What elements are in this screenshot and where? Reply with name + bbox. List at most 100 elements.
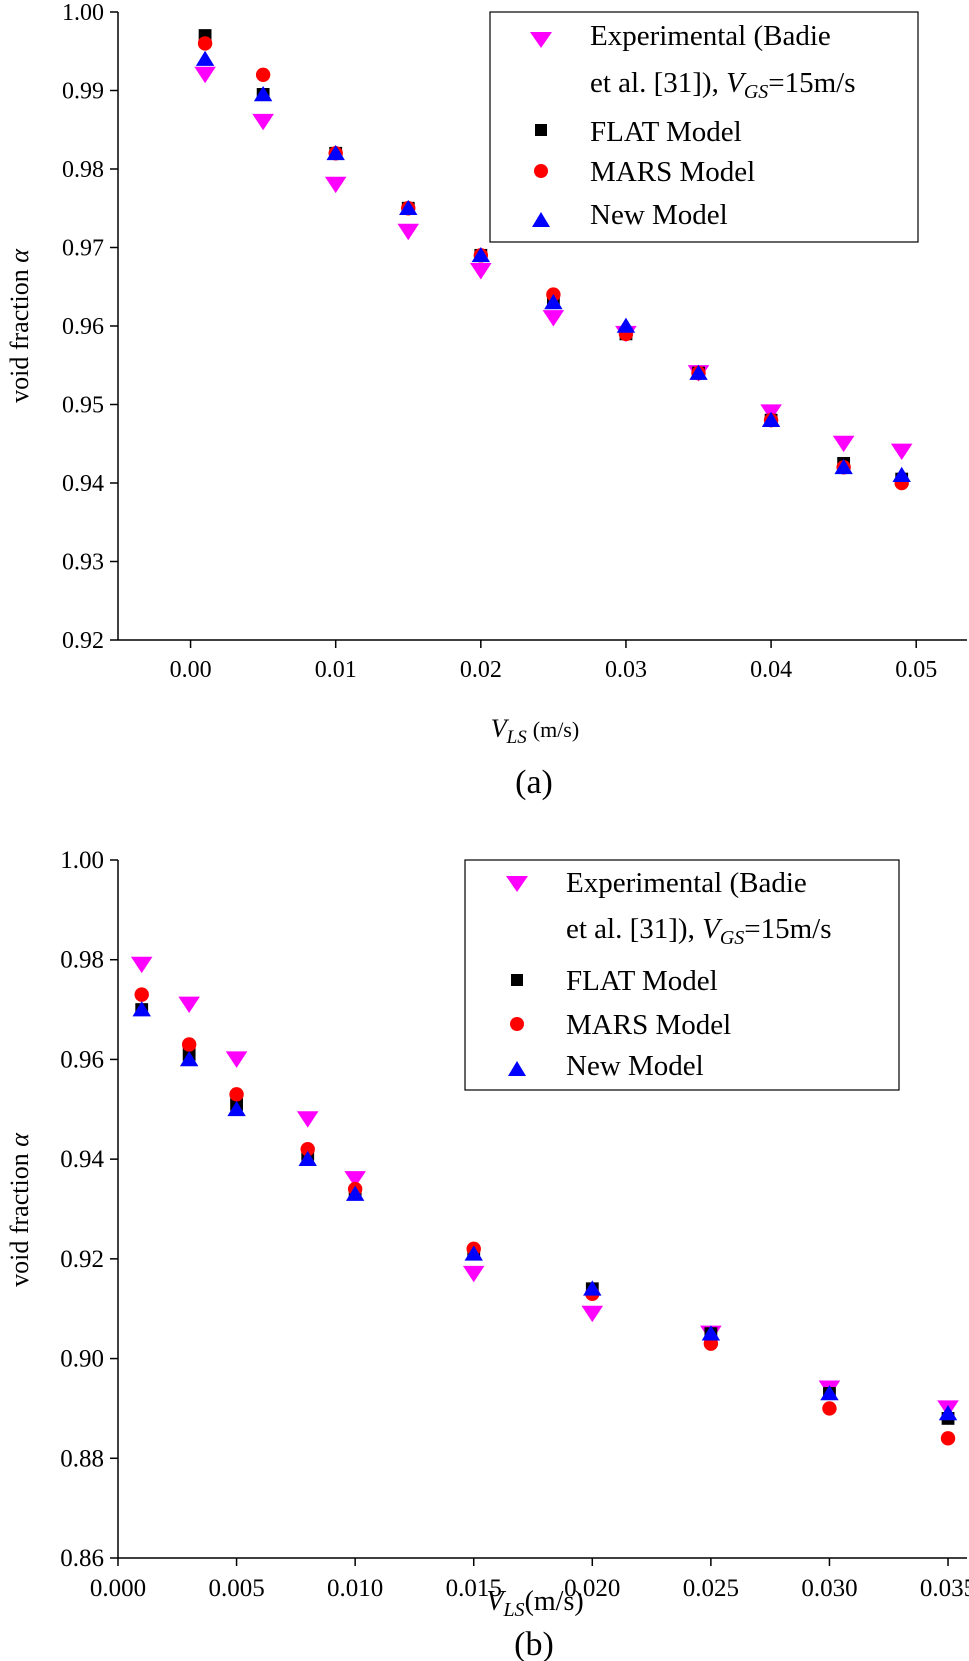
point-new-model <box>616 317 636 333</box>
legend-box-b <box>464 859 900 1091</box>
y-axis-label-a: void fraction α <box>5 248 34 403</box>
x-tick-label: 0.035 <box>920 1575 969 1602</box>
x-tick-label: 0.025 <box>683 1575 739 1602</box>
point-experimental <box>890 443 913 460</box>
legend-exp-line2-a: et al. [31]), VGS=15m/s <box>590 67 856 103</box>
x-axis-label-b: VLS(m/s) <box>486 1586 583 1621</box>
point-new-model <box>834 458 853 475</box>
y-tick-label: 0.98 <box>62 157 104 183</box>
x-tick-label: 0.04 <box>750 657 792 683</box>
point-new-model <box>326 144 345 161</box>
point-new-model <box>132 1001 151 1017</box>
panel-label-a: (a) <box>515 764 553 801</box>
point-mars-model <box>940 1431 956 1446</box>
x-ticks-b: 0.000 0.005 0.010 0.015 0.020 0.025 0.030 0.035 <box>90 1558 969 1602</box>
y-tick-label: 0.94 <box>60 1146 104 1173</box>
point-new-model <box>892 466 911 482</box>
x-tick-label: 0.020 <box>564 1575 620 1602</box>
x-tick-label: 0.005 <box>208 1575 264 1602</box>
legend-marker-experimental-b <box>506 876 528 892</box>
point-mars-model <box>134 987 149 1002</box>
legend-exp-post-b: =15m/s <box>744 913 831 945</box>
x-ticks-a: 0.00 0.01 0.02 0.03 0.04 0.05 <box>170 640 937 683</box>
x-tick-label: 0.02 <box>460 657 502 683</box>
legend-exp-v-b: V <box>702 913 723 945</box>
x-tick-label: 0.010 <box>327 1575 383 1602</box>
legend-exp-sub-b: GS <box>720 927 744 949</box>
point-new-model <box>471 246 491 263</box>
point-mars-model <box>300 1141 315 1157</box>
point-new-model <box>195 50 215 66</box>
y-tick-label: 0.97 <box>62 236 104 262</box>
point-mars-model <box>181 1037 197 1052</box>
y-tick-label: 0.95 <box>62 393 104 419</box>
legend-flat-label-a: FLAT Model <box>590 116 742 148</box>
y-tick-label: 0.86 <box>60 1545 104 1572</box>
point-mars-model <box>822 1401 837 1416</box>
legend-exp-line1-b: Experimental (Badie <box>566 867 807 899</box>
x-tick-label: 0.015 <box>446 1575 502 1602</box>
point-experimental <box>470 263 492 280</box>
y-tick-label: 0.98 <box>60 947 104 974</box>
y-tick-label: 0.99 <box>62 79 104 105</box>
panel-label-b: (b) <box>514 1626 554 1661</box>
data-marks-b <box>130 956 959 1446</box>
point-experimental <box>130 956 153 974</box>
point-experimental <box>581 1305 604 1323</box>
legend-mars-label-b: MARS Model <box>566 1009 731 1041</box>
legend-new-label-b: New Model <box>566 1050 704 1082</box>
point-mars-model <box>255 67 271 83</box>
point-experimental <box>462 1265 485 1283</box>
point-new-model <box>399 199 418 216</box>
chart-panel-b: 0.860.880.900.920.940.960.981.00 0.000 0.… <box>5 847 969 1661</box>
point-new-model <box>938 1405 958 1421</box>
x-tick-label: 0.000 <box>90 1575 146 1602</box>
point-mars-model <box>229 1087 244 1102</box>
chart-panel-a: 0.92 0.93 0.94 0.95 0.96 0.97 0.98 0.99 1.00 0.0… <box>5 0 967 801</box>
x-axis-label-sub-b: LS <box>502 1599 524 1621</box>
legend-a: Experimental (Badie et al. [31]), VGS=15… <box>489 11 919 243</box>
y-tick-label: 0.88 <box>60 1445 104 1472</box>
legend-exp-line1-a: Experimental (Badie <box>590 20 831 52</box>
point-new-model <box>701 1325 721 1341</box>
x-axis-label-unit-b: (m/s) <box>525 1586 584 1617</box>
y-tick-label: 1.00 <box>60 847 104 874</box>
y-ticks-b: 0.86 0.88 0.90 0.92 0.94 0.96 0.98 1.00 <box>60 847 118 1572</box>
point-new-model <box>253 86 273 102</box>
y-axis-label-text-a: void fraction <box>5 269 34 403</box>
y-ticks-a: 0.92 0.93 0.94 0.95 0.96 0.97 0.98 0.99 1.00 <box>62 0 118 654</box>
point-experimental <box>296 1111 319 1128</box>
legend-marker-flat-a <box>535 124 547 136</box>
legend-flat-label-b: FLAT Model <box>566 965 718 997</box>
data-marks-a <box>194 29 913 491</box>
y-tick-label: 0.92 <box>60 1246 104 1273</box>
point-experimental <box>324 176 347 194</box>
plot-area-b <box>130 956 959 1446</box>
y-tick-label: 0.96 <box>60 1046 104 1073</box>
y-axis-label-text-b: void fraction <box>5 1153 34 1287</box>
x-tick-label: 0.05 <box>895 657 937 683</box>
legend-exp-line2-b: et al. [31]), VGS=15m/s <box>566 913 832 949</box>
y-tick-label: 0.92 <box>62 628 104 654</box>
point-experimental <box>225 1051 248 1068</box>
point-experimental <box>194 66 216 84</box>
legend-exp-sub-a: GS <box>744 81 768 103</box>
point-new-model <box>761 411 781 427</box>
point-experimental <box>178 996 200 1013</box>
y-tick-label: 0.96 <box>62 314 104 340</box>
point-experimental <box>344 1171 366 1188</box>
point-new-model <box>464 1245 483 1261</box>
point-mars-model <box>197 36 213 51</box>
x-axis-label-unit-a: (m/s) <box>533 717 579 742</box>
x-axis-label-sub-a: LS <box>506 727 528 748</box>
legend-marker-mars-a <box>534 164 548 178</box>
legend-marker-new-b <box>508 1061 526 1076</box>
point-new-model <box>544 294 563 310</box>
x-axis-label-v-a: V <box>491 714 510 743</box>
y-tick-label: 0.94 <box>62 471 104 497</box>
legend-exp-v-a: V <box>726 67 747 99</box>
point-experimental <box>832 435 855 453</box>
point-new-model <box>345 1185 365 1201</box>
legend-marker-mars-b <box>510 1017 524 1031</box>
